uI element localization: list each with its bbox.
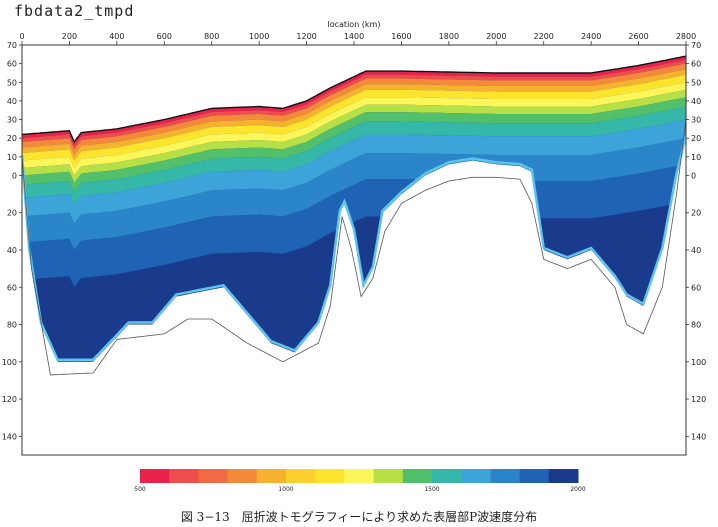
y-tick-label-left: 40 — [7, 246, 17, 255]
x-tick-label: 2400 — [581, 32, 601, 41]
y-tick-label-left: 10 — [7, 153, 17, 162]
y-tick-label-right: 140 — [691, 432, 706, 441]
base-fringe — [22, 135, 686, 362]
velocity-band-8 — [22, 106, 686, 206]
colorbar-tick-label: 2000 — [570, 486, 585, 493]
x-tick-label: 1400 — [344, 32, 364, 41]
colorbar-tick-label: 500 — [134, 486, 146, 493]
y-tick-label-left: 60 — [7, 60, 17, 69]
y-tick-label-right: 40 — [691, 97, 701, 106]
y-tick-label-right: 50 — [691, 78, 701, 87]
x-tick-label: 1000 — [249, 32, 269, 41]
y-tick-label-right: 120 — [691, 395, 706, 404]
x-tick-label: 1800 — [439, 32, 459, 41]
velocity-band-11 — [22, 138, 686, 288]
y-tick-label-right: 0 — [691, 171, 696, 180]
velocity-band-6 — [22, 89, 686, 183]
y-tick-label-right: 60 — [691, 283, 701, 292]
colorbar-swatch — [256, 469, 287, 483]
y-tick-label-left: 100 — [2, 358, 17, 367]
y-tick-label-left: 20 — [7, 134, 17, 143]
colorbar-swatch — [490, 469, 521, 483]
velocity-band-5 — [22, 82, 686, 176]
y-tick-label-right: 20 — [691, 209, 701, 218]
y-tick-label-right: 40 — [691, 246, 701, 255]
x-tick-label: 1600 — [391, 32, 411, 41]
x-tick-label: 200 — [62, 32, 77, 41]
y-tick-label-right: 60 — [691, 60, 701, 69]
velocity-band-7 — [22, 97, 686, 193]
colorbar-swatch — [548, 469, 579, 483]
colorbar-tick-label: 1500 — [424, 486, 439, 493]
colorbar-swatch — [140, 469, 170, 483]
y-tick-label-left: 140 — [2, 432, 17, 441]
colorbar-swatch — [402, 469, 433, 483]
colorbar-swatch — [315, 469, 345, 483]
y-tick-label-left: 120 — [2, 395, 17, 404]
x-axis: 0 200 400 600 800 1000 1200 1400 1600 1800 2000 220… — [19, 32, 696, 45]
x-tick-label: 2200 — [534, 32, 554, 41]
y-tick-label-left: 50 — [7, 78, 17, 87]
ray-coverage-line — [22, 119, 686, 376]
y-tick-label-left: 30 — [7, 116, 17, 125]
y-tick-label-left: 70 — [7, 41, 17, 50]
colorbar-swatch — [169, 469, 199, 483]
velocity-band-4 — [22, 74, 686, 168]
x-axis-label: location (km) — [328, 20, 381, 29]
colorbar-swatch — [198, 469, 229, 483]
colorbar-tick-label: 1000 — [278, 486, 293, 493]
colorbar-swatch — [519, 469, 550, 483]
y-tick-label-right: 70 — [691, 41, 701, 50]
colorbar-swatch — [373, 469, 404, 483]
x-tick-label: 2600 — [628, 32, 648, 41]
y-tick-label-right: 100 — [691, 358, 706, 367]
y-tick-label-right: 80 — [691, 321, 701, 330]
x-tick-label: 600 — [157, 32, 172, 41]
y-tick-label-right: 30 — [691, 116, 701, 125]
figure-caption: 図 3−13 屈折波トモグラフィーにより求めた表層部P波速度分布 — [180, 510, 538, 524]
y-tick-label-left: 20 — [7, 209, 17, 218]
y-tick-label-left: 80 — [7, 321, 17, 330]
colorbar-swatch — [461, 469, 491, 483]
velocity-band-9 — [22, 119, 686, 224]
surface-line — [22, 55, 686, 144]
x-tick-label: 2800 — [676, 32, 696, 41]
colorbar-swatch — [432, 469, 462, 483]
y-tick-label-right: 10 — [691, 153, 701, 162]
colorbar-swatch — [227, 469, 258, 483]
y-tick-label-left: 60 — [7, 283, 17, 292]
velocity-layers — [22, 55, 686, 376]
y-tick-label-left: 0 — [12, 171, 17, 180]
x-tick-label: 400 — [109, 32, 124, 41]
velocity-section-chart: 0 200 400 600 800 1000 1200 1400 1600 1800 2000 220… — [2, 20, 707, 493]
x-tick-label: 1200 — [296, 32, 316, 41]
colorbar-swatch — [286, 469, 316, 483]
figure-title: fbdata2_tmpd — [14, 2, 135, 20]
y-tick-label-left: 40 — [7, 97, 17, 106]
colorbar: 500 1000 1500 2000 — [134, 469, 586, 493]
x-tick-label: 800 — [204, 32, 219, 41]
x-tick-label: 0 — [19, 32, 24, 41]
colorbar-swatch — [344, 469, 375, 483]
y-tick-label-right: 20 — [691, 134, 701, 143]
x-tick-label: 2000 — [486, 32, 506, 41]
velocity-band-10 — [22, 138, 686, 250]
